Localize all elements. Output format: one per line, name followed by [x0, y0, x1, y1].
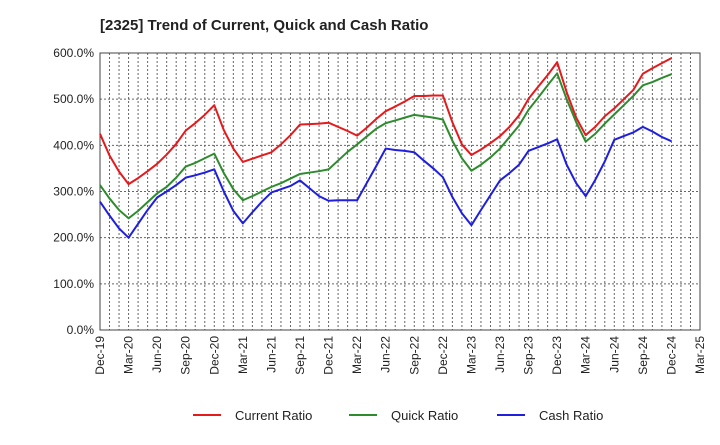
plot-frame	[99, 52, 701, 331]
series-line-quick-ratio	[99, 72, 672, 220]
series-lines	[99, 57, 672, 239]
x-tick-label: Jun-24	[607, 336, 621, 373]
x-tick-label: Dec-24	[664, 336, 678, 375]
chart-title: [2325] Trend of Current, Quick and Cash …	[100, 17, 428, 34]
x-tick-label: Jun-21	[264, 336, 278, 373]
legend-label: Quick Ratio	[391, 408, 458, 423]
legend-label: Current Ratio	[235, 408, 312, 423]
x-tick-label: Mar-22	[350, 336, 364, 374]
x-tick-label: Mar-24	[579, 336, 593, 374]
x-tick-label: Dec-21	[322, 336, 336, 375]
y-tick-label: 400.0%	[53, 138, 94, 152]
x-tick-label: Jun-23	[493, 336, 507, 373]
axes: 0.0% 100.0% 200.0% 300.0% 400.0% 500.0% 600.0%…	[53, 46, 707, 375]
x-tick-label: Sep-21	[293, 336, 307, 375]
x-tick-label: Sep-20	[179, 336, 193, 375]
y-tick-label: 300.0%	[53, 185, 94, 199]
y-tick-label: 100.0%	[53, 277, 94, 291]
x-tick-label: Mar-25	[693, 336, 707, 374]
y-tick-label: 600.0%	[53, 46, 94, 60]
legend: Current Ratio Quick Ratio Cash Ratio	[193, 408, 603, 423]
grid	[99, 52, 701, 331]
y-tick-label: 500.0%	[53, 92, 94, 106]
legend-label: Cash Ratio	[539, 408, 603, 423]
x-tick-label: Jun-20	[150, 336, 164, 373]
x-tick-label: Dec-23	[550, 336, 564, 375]
x-tick-label: Sep-24	[636, 336, 650, 375]
x-tick-label: Mar-21	[236, 336, 250, 374]
x-tick-label: Mar-20	[122, 336, 136, 374]
x-tick-label: Dec-19	[93, 336, 107, 375]
x-tick-label: Sep-22	[407, 336, 421, 375]
x-tick-label: Jun-22	[379, 336, 393, 373]
series-line-current-ratio	[99, 57, 672, 186]
y-tick-label: 0.0%	[67, 323, 95, 337]
x-tick-label: Dec-20	[207, 336, 221, 375]
x-tick-label: Dec-22	[436, 336, 450, 375]
series-line-cash-ratio	[99, 125, 672, 239]
x-tick-label: Sep-23	[522, 336, 536, 375]
y-tick-label: 200.0%	[53, 231, 94, 245]
x-tick-label: Mar-23	[464, 336, 478, 374]
